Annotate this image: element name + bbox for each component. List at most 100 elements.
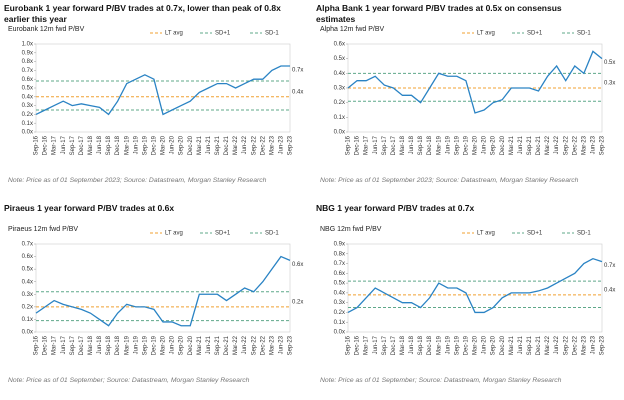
x-tick-label: Dec-20 <box>500 135 506 155</box>
line-series <box>347 50 603 114</box>
x-tick-label: Dec-18 <box>115 135 121 155</box>
y-axis-title: NBG 12m fwd P/BV <box>320 226 382 233</box>
chart-panel: 0.0x 0.1x 0.2x 0.3x 0.4x 0.5x 0.6x 0.7x 0.8x 0.9x… <box>312 200 624 400</box>
y-tick-label: 0.7x <box>334 261 345 267</box>
x-tick-label: Sep-19 <box>142 135 148 155</box>
x-tick-label: Jun-17 <box>373 335 379 354</box>
x-tick-label: Sep-23 <box>288 135 294 155</box>
x-tick-label: Jun-21 <box>518 335 524 354</box>
x-tick-label: Mar-17 <box>52 335 58 355</box>
y-tick-label: 0.3x <box>334 300 345 306</box>
x-tick-label: Sep-21 <box>527 335 533 355</box>
chart-panel: 0.0x 0.1x 0.2x 0.3x 0.4x 0.5x 0.6x 0.7x Sep-16 De… <box>0 200 312 400</box>
x-tick-label: Mar-18 <box>400 135 406 155</box>
x-tick-label: Sep-21 <box>527 135 533 155</box>
x-tick-label: Dec-16 <box>43 135 49 155</box>
x-tick-label: Sep-22 <box>563 335 569 355</box>
note: Note: Price as of 01 September; Source: … <box>320 377 562 384</box>
x-tick-label: Sep-17 <box>70 135 76 155</box>
x-tick-label: Jun-23 <box>591 335 597 354</box>
chart-title: NBG 1 year forward P/BV trades at 0.7x <box>316 203 475 213</box>
y-tick-label: 0.5x <box>334 281 345 287</box>
x-tick-label: Dec-21 <box>536 335 542 355</box>
x-tick-label: Jun-21 <box>518 135 524 154</box>
annotation: 0.5x <box>604 60 615 66</box>
x-tick-label: Mar-23 <box>581 335 587 355</box>
x-tick-label: Jun-22 <box>554 135 560 154</box>
x-tick-label: Sep-19 <box>142 335 148 355</box>
y-tick-label: 0.5x <box>22 267 33 273</box>
y-tick-label: 0.0x <box>334 330 345 336</box>
x-tick-label: Jun-20 <box>482 135 488 154</box>
x-tick-label: Dec-17 <box>79 335 85 355</box>
x-tick-label: Mar-17 <box>52 135 58 155</box>
x-tick-label: Sep-16 <box>34 135 40 155</box>
x-tick-label: Jun-22 <box>242 135 248 154</box>
y-tick-label: 0.2x <box>22 112 33 118</box>
x-tick-label: Dec-19 <box>152 135 158 155</box>
x-tick-label: Jun-19 <box>445 135 451 154</box>
y-tick-label: 0.7x <box>22 68 33 74</box>
y-tick-label: 0.7x <box>22 242 33 248</box>
x-tick-label: Sep-18 <box>418 135 424 155</box>
legend-label: SD-1 <box>265 231 279 237</box>
y-tick-label: 0.6x <box>334 271 345 277</box>
line-series <box>35 255 291 327</box>
legend-label: LT avg <box>477 31 495 37</box>
y-tick-label: 0.5x <box>334 56 345 62</box>
y-tick-label: 0.2x <box>334 310 345 316</box>
x-tick-label: Dec-22 <box>572 335 578 355</box>
x-tick-label: Jun-17 <box>61 135 67 154</box>
x-tick-label: Mar-20 <box>473 335 479 355</box>
x-tick-label: Mar-19 <box>124 335 130 355</box>
x-tick-label: Sep-17 <box>382 335 388 355</box>
y-tick-label: 1.0x <box>22 42 33 48</box>
x-tick-label: Sep-22 <box>251 135 257 155</box>
x-tick-label: Mar-18 <box>88 335 94 355</box>
x-tick-label: Dec-17 <box>391 335 397 355</box>
x-tick-label: Mar-19 <box>436 335 442 355</box>
chart-title: Eurobank 1 year forward P/BV trades at 0… <box>4 3 281 24</box>
x-tick-label: Dec-18 <box>427 135 433 155</box>
annotation: 0.4x <box>292 89 303 95</box>
x-tick-label: Jun-23 <box>279 335 285 354</box>
x-tick-label: Jun-18 <box>97 335 103 354</box>
y-tick-label: 0.2x <box>334 100 345 106</box>
x-tick-label: Sep-19 <box>454 335 460 355</box>
x-tick-label: Dec-20 <box>188 135 194 155</box>
x-tick-label: Sep-20 <box>179 135 185 155</box>
x-tick-label: Dec-19 <box>152 335 158 355</box>
y-axis-title: Piraeus 12m fwd P/BV <box>8 226 79 233</box>
x-tick-label: Dec-16 <box>355 335 361 355</box>
x-tick-label: Jun-18 <box>97 135 103 154</box>
y-tick-label: 0.1x <box>22 317 33 323</box>
x-tick-label: Dec-20 <box>188 335 194 355</box>
x-tick-label: Jun-23 <box>279 135 285 154</box>
chart-title: Piraeus 1 year forward P/BV trades at 0.… <box>4 203 175 213</box>
legend-label: LT avg <box>477 231 495 237</box>
x-tick-label: Sep-20 <box>491 135 497 155</box>
y-tick-label: 0.0x <box>22 130 33 136</box>
y-tick-label: 0.8x <box>22 59 33 65</box>
x-tick-label: Jun-17 <box>373 135 379 154</box>
x-tick-label: Sep-21 <box>215 335 221 355</box>
plot-frame <box>347 243 603 333</box>
x-tick-label: Jun-20 <box>170 135 176 154</box>
x-tick-label: Sep-19 <box>454 135 460 155</box>
x-tick-label: Sep-20 <box>179 335 185 355</box>
note: Note: Price as of 01 September 2023; Sou… <box>320 177 579 184</box>
x-tick-label: Jun-17 <box>61 335 67 354</box>
x-tick-label: Sep-18 <box>106 135 112 155</box>
x-tick-label: Mar-17 <box>364 335 370 355</box>
x-tick-label: Dec-20 <box>500 335 506 355</box>
x-tick-label: Jun-20 <box>482 335 488 354</box>
y-axis-title: Alpha 12m fwd P/BV <box>320 26 385 33</box>
note: Note: Price as of 01 September 2023; Sou… <box>8 177 267 184</box>
y-tick-label: 0.0x <box>22 330 33 336</box>
x-tick-label: Mar-21 <box>509 335 515 355</box>
x-tick-label: Mar-21 <box>509 135 515 155</box>
x-tick-label: Sep-21 <box>215 135 221 155</box>
y-tick-label: 0.3x <box>334 86 345 92</box>
